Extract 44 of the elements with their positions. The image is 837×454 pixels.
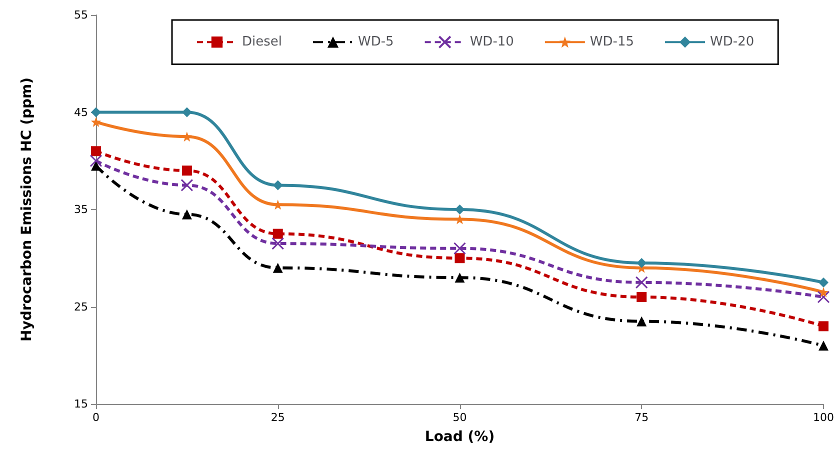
point [454, 242, 466, 255]
point [91, 146, 101, 156]
point [635, 276, 648, 289]
y-tick-label: 35 [74, 203, 88, 216]
point [272, 262, 283, 273]
point [636, 316, 647, 326]
y-tick-label: 25 [74, 300, 88, 314]
point [636, 258, 647, 268]
point [818, 321, 828, 332]
point [272, 237, 284, 250]
x-tick-label: 75 [634, 411, 649, 424]
legend-label: WD-20 [710, 34, 754, 50]
point [818, 277, 828, 288]
point [454, 204, 465, 214]
point [818, 340, 828, 351]
y-tick-label: 45 [74, 106, 88, 119]
point [454, 214, 465, 224]
x-axis-title: Load (%) [424, 429, 495, 445]
point [636, 292, 647, 302]
point [90, 154, 102, 168]
x-tick-label: 100 [813, 411, 834, 424]
point [91, 160, 101, 171]
x-tick-label: 25 [270, 411, 285, 424]
point [180, 178, 194, 192]
point [91, 107, 101, 118]
point [818, 287, 828, 298]
legend-label: WD-15 [590, 34, 634, 50]
x-tick-label: 0 [92, 411, 100, 424]
point [182, 166, 192, 176]
y-axis-title: Hydrocarbon Emissions HC (ppm) [19, 77, 35, 342]
point [182, 209, 192, 220]
y-tick-label: 15 [74, 398, 88, 410]
legend-label: WD-10 [470, 34, 514, 50]
point [272, 180, 283, 190]
x-tick-label: 50 [452, 411, 467, 424]
point [91, 116, 101, 127]
legend-label: WD-5 [358, 34, 394, 50]
y-tick-label: 55 [74, 8, 88, 22]
point [454, 253, 465, 264]
point [182, 107, 192, 118]
point [817, 290, 830, 304]
point [454, 272, 465, 283]
point [272, 228, 283, 239]
legend-label: Diesel [242, 34, 282, 50]
